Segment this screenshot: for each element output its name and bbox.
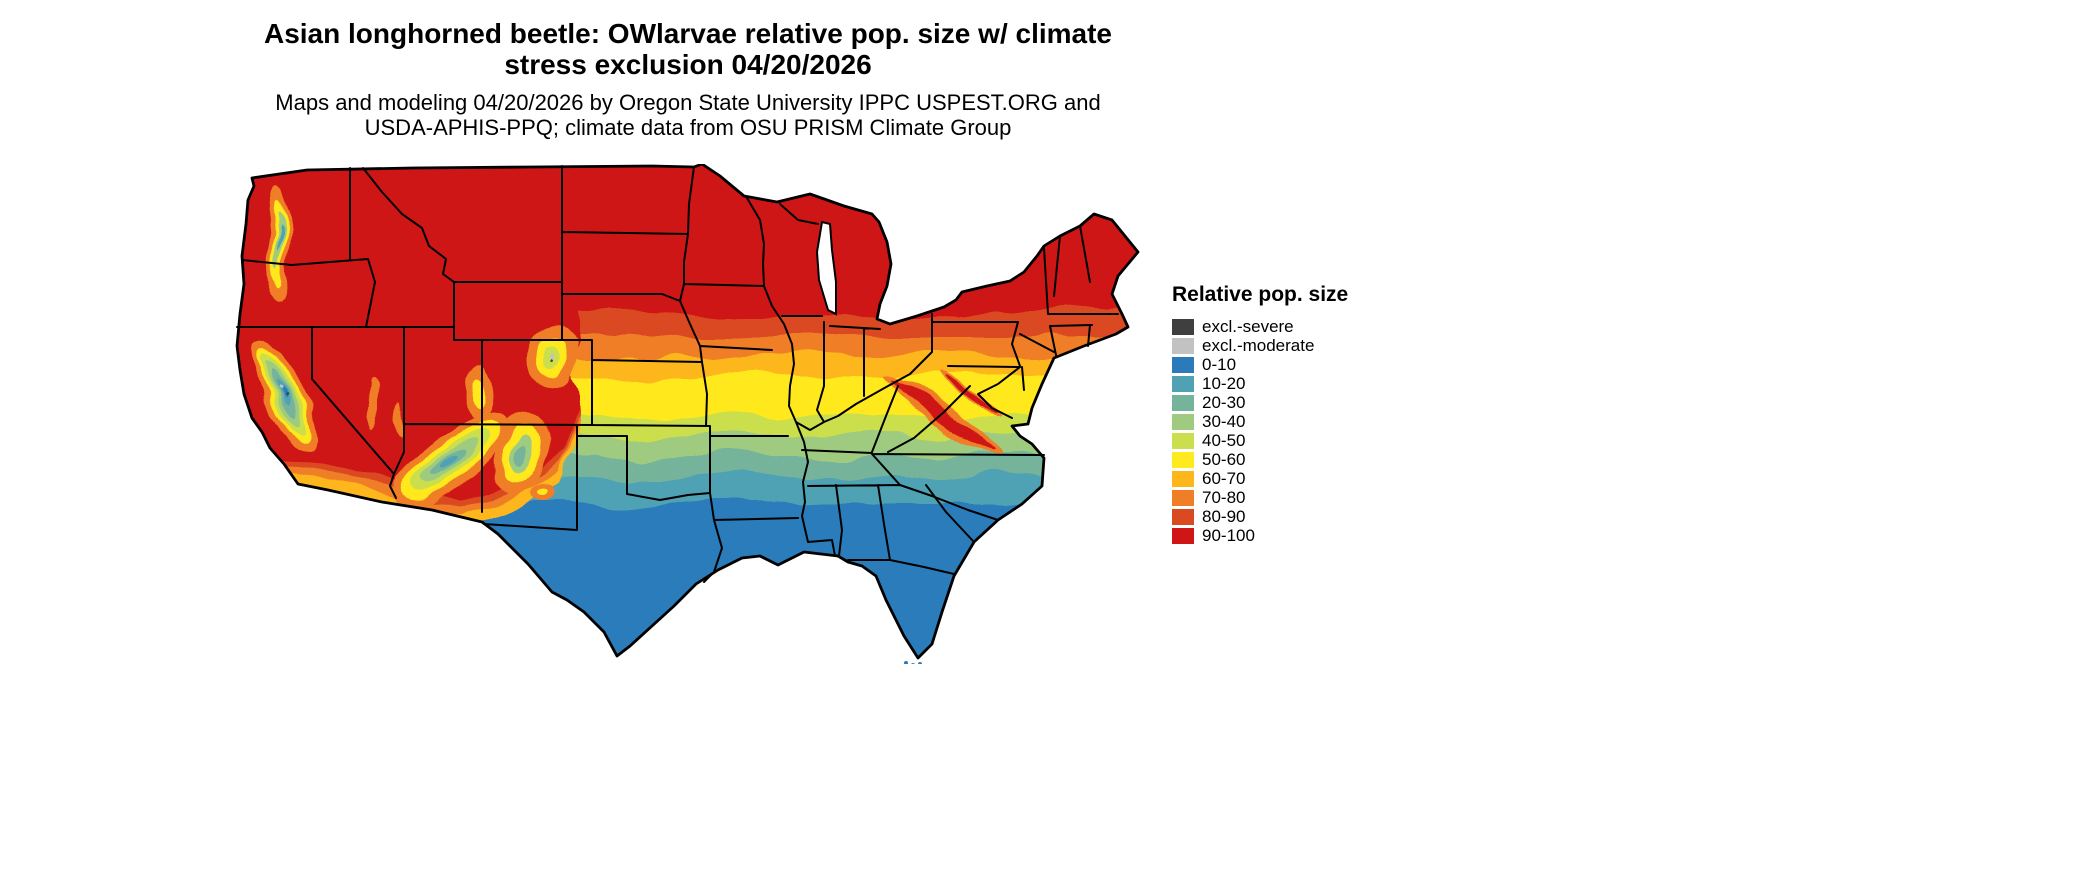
legend-label: excl.-moderate [1202,335,1315,355]
swatch-rect [1172,470,1194,487]
co-excl-moderate-speck [551,355,557,361]
swatch-rect [1172,508,1194,525]
az-ring-10-20 [441,455,459,469]
legend-label: 40-50 [1202,430,1246,450]
cascades-ring-10-20 [276,227,282,251]
legend-swatch-0-10 [1172,356,1194,373]
legend-swatch-excl-moderate [1172,337,1194,354]
legend-label: excl.-severe [1202,316,1294,336]
us-outline [235,162,1140,660]
legend-label: 70-80 [1202,487,1246,507]
legend-row: 40-50 [1172,431,1392,450]
sierra-excl-moderate-speck [281,387,286,392]
legend-swatch-30-40 [1172,413,1194,430]
legend-title: Relative pop. size [1172,283,1349,306]
legend: Relative pop. size excl.-severe excl.-mo… [1172,283,1392,545]
legend-label: 20-30 [1202,392,1246,412]
colorado-rockies-patch [527,330,581,390]
swatch-rect [1172,375,1194,392]
legend-swatch-excl-severe [1172,318,1194,335]
legend-row: 60-70 [1172,469,1392,488]
swatch-rect [1172,413,1194,430]
swatch-rect [1172,489,1194,506]
nv-range-2 [396,399,404,439]
appalachian-ridge-patch [887,373,1001,459]
nv-range-1 [367,373,377,425]
key-2 [911,663,915,667]
new-mexico-ranges-patch [493,414,547,494]
legend-swatch-40-50 [1172,432,1194,449]
appalachian-ridge-patch-2 [944,374,1004,418]
key-1 [904,661,908,665]
swatch-rect [1172,356,1194,373]
legend-row: 0-10 [1172,355,1392,374]
legend-label: 90-100 [1202,525,1255,545]
legend-row: 90-100 [1172,526,1392,545]
us-map [232,162,1144,667]
legend-swatch-70-80 [1172,489,1194,506]
ut-ring-50-60 [472,382,486,410]
page-subtitle: Maps and modeling 04/20/2026 by Oregon S… [192,90,1184,140]
legend-row: 10-20 [1172,374,1392,393]
legend-swatch-20-30 [1172,394,1194,411]
map-band-0-10 [237,504,1138,658]
swatch-rect [1172,527,1194,544]
legend-swatch-10-20 [1172,375,1194,392]
swatch-rect [1172,432,1194,449]
legend-row: 30-40 [1172,412,1392,431]
page-title: Asian longhorned beetle: OWlarvae relati… [232,18,1144,80]
sierra-nevada-patch [253,338,321,450]
legend-swatch-60-70 [1172,470,1194,487]
legend-label: 10-20 [1202,373,1246,393]
legend-row: 50-60 [1172,450,1392,469]
legend-label: 0-10 [1202,354,1237,374]
legend-row: excl.-moderate [1172,336,1392,355]
utah-plateaus-patch [464,368,494,424]
page-subtitle-line2: USDA-APHIS-PPQ; climate data from OSU PR… [364,115,1012,140]
co-excl-severe-speck [553,360,557,364]
florida-keys [904,661,922,667]
legend-row: excl.-severe [1172,317,1392,336]
us-map-svg [235,162,1140,667]
swatch-rect [1172,337,1194,354]
legend-swatch-50-60 [1172,451,1194,468]
page-title-line1: Asian longhorned beetle: OWlarvae relati… [263,18,1112,49]
arizona-highlands-patch [394,415,506,509]
state-borders [236,165,1119,583]
legend-label: 80-90 [1202,506,1246,526]
legend-swatch-90-100 [1172,527,1194,544]
swatch-rect [1172,394,1194,411]
sierra-excl-severe-speck [288,395,292,399]
page-title-line2: stress exclusion 04/20/2026 [504,49,872,80]
key-3 [918,662,922,666]
legend-row: 20-30 [1172,393,1392,412]
legend-row: 80-90 [1172,507,1392,526]
cascades-patch [267,181,291,297]
app-ring-90-100 [893,379,995,453]
wtx-ring-50-60 [541,490,551,498]
swatch-rect [1172,318,1194,335]
page-subtitle-line1: Maps and modeling 04/20/2026 by Oregon S… [275,90,1101,115]
lake-michigan [815,220,837,316]
legend-label: 50-60 [1202,449,1246,469]
nm-ring-20-30 [514,446,526,462]
legend-row: 70-80 [1172,488,1392,507]
swatch-rect [1172,451,1194,468]
app2-ring-90-100 [949,378,999,414]
legend-swatch-80-90 [1172,508,1194,525]
legend-label: 60-70 [1202,468,1246,488]
legend-label: 30-40 [1202,411,1246,431]
west-texas-mountains-patch [534,484,558,504]
